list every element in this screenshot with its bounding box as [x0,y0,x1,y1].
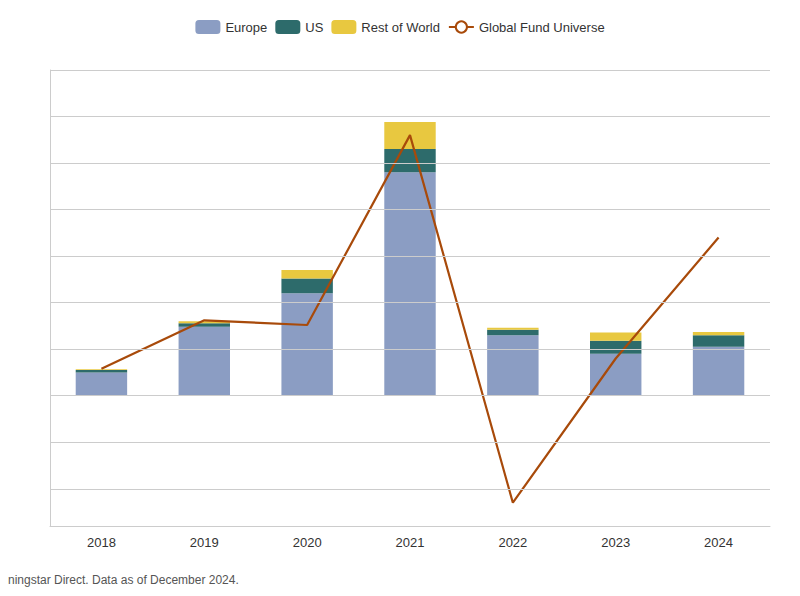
svg-text:2021: 2021 [396,535,425,550]
svg-text:2019: 2019 [190,535,219,550]
svg-text:Rest of World: Rest of World [361,20,440,35]
svg-text:2018: 2018 [87,535,116,550]
svg-text:Europe: Europe [225,20,267,35]
svg-text:2022: 2022 [498,535,527,550]
svg-text:2024: 2024 [704,535,733,550]
svg-text:2023: 2023 [601,535,630,550]
svg-text:2020: 2020 [293,535,322,550]
svg-text:US: US [305,20,323,35]
svg-text:Global Fund Universe: Global Fund Universe [479,20,605,35]
svg-text:ningstar Direct. Data as of De: ningstar Direct. Data as of December 202… [8,573,239,587]
